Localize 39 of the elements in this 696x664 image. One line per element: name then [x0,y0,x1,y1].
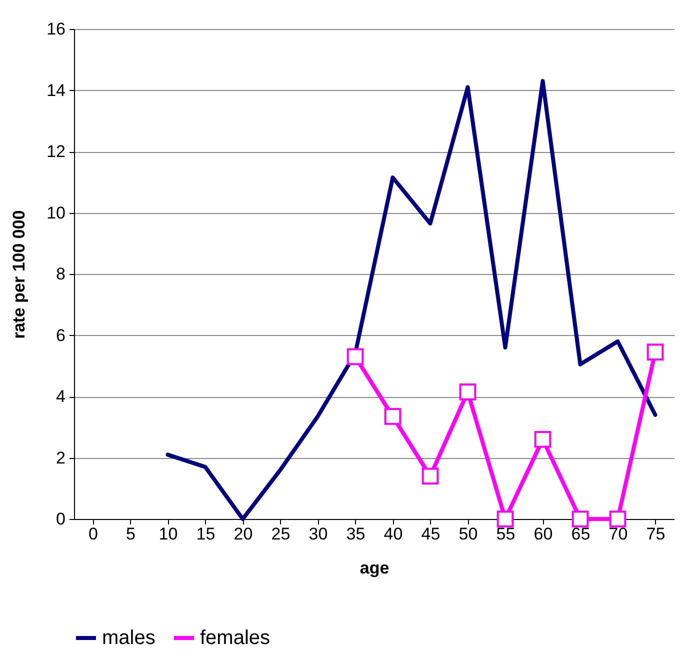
x-tick-label: 55 [496,524,516,544]
x-tick-label: 20 [234,524,253,544]
x-tick-label: 5 [126,524,136,544]
x-tick-label: 10 [158,524,178,544]
point [346,348,364,366]
x-tick-label: 35 [346,524,366,544]
x-tick-label: 40 [384,524,403,544]
y-tick-label: 2 [56,448,66,468]
point [646,344,664,361]
line-series [166,79,658,521]
y-tick-label: 0 [56,510,66,528]
point [422,468,439,485]
point [459,383,476,400]
x-tick-label: 60 [534,524,553,544]
point [496,510,514,528]
y-tick-label: 12 [46,142,66,161]
y-tick-label: 16 [46,20,66,38]
y-tick-label: 4 [56,387,66,406]
y-tick-label: 6 [56,326,66,345]
x-tick-label: 50 [458,524,478,544]
point [572,510,589,528]
point [384,408,402,425]
x-tick-label: 70 [608,524,628,544]
y-tick-label: 14 [46,80,66,100]
x-axis-title: age [360,558,390,578]
x-tick-label: 45 [421,524,440,544]
x-tick-label: 0 [88,524,98,544]
y-axis-title: rate per 100 000 [10,210,29,339]
x-tick-label: 65 [571,524,590,544]
x-tick-label: 15 [196,524,216,544]
x-tick-label: 25 [271,524,290,544]
point [534,430,552,448]
legend-label: females [200,627,270,649]
y-tick-label: 8 [56,264,66,284]
x-tick-label: 30 [308,524,328,544]
legend-label: males [102,627,156,649]
y-tick-label: 10 [46,203,66,222]
point [609,510,626,528]
x-tick-label: 75 [646,524,666,544]
